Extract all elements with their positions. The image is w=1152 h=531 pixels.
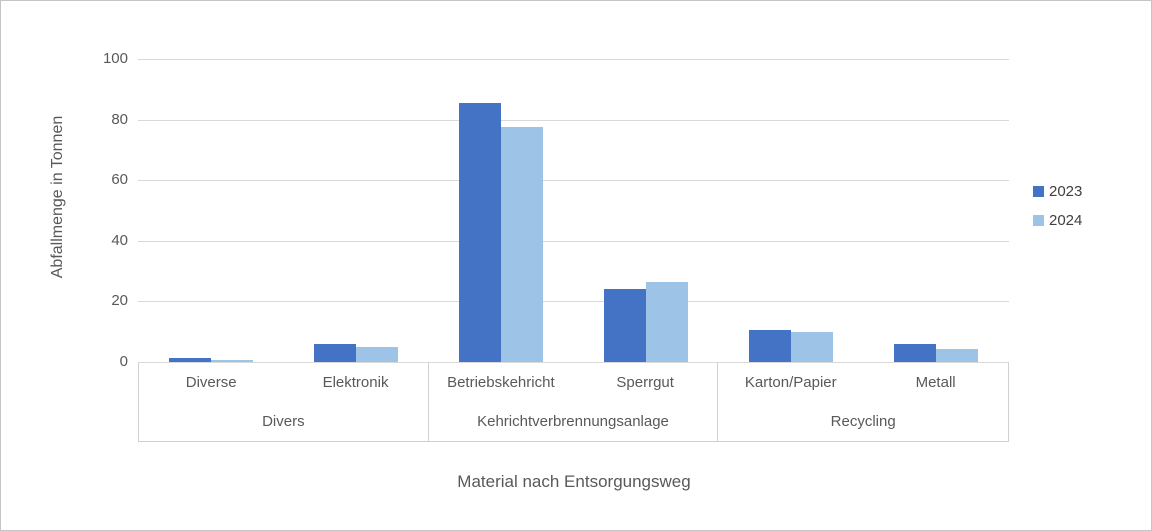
bar-sperrgut-2023 xyxy=(604,289,647,362)
gridline-80 xyxy=(138,119,1009,121)
category-label-betriebskehricht: Betriebskehricht xyxy=(447,374,555,392)
bar-sperrgut-2024 xyxy=(646,281,689,362)
category-label-row: Karton/Papier Metall xyxy=(718,363,1008,403)
bar-elektronik-2023 xyxy=(313,343,356,362)
category-axis: Diverse Elektronik Divers Betriebskehricht S… xyxy=(138,362,1009,442)
bar-karton-papier-2024 xyxy=(791,331,834,362)
group-label-recycling: Recycling xyxy=(830,413,896,431)
category-label-elektronik: Elektronik xyxy=(322,374,389,392)
y-tick-40: 40 xyxy=(111,231,128,249)
bar-betriebskehricht-2023 xyxy=(458,102,501,362)
bar-group-metall xyxy=(864,59,1009,362)
bar-diverse-2024 xyxy=(210,359,253,362)
bar-group-diverse xyxy=(138,59,283,362)
group-label-kehrichtverbrennungsanlage: Kehrichtverbrennungsanlage xyxy=(477,413,669,431)
bar-metall-2024 xyxy=(936,349,979,362)
bar-diverse-2023 xyxy=(168,358,211,362)
bar-group-betriebskehricht xyxy=(428,59,573,362)
gridline-20 xyxy=(138,301,1009,303)
category-label-diverse: Diverse xyxy=(185,374,237,392)
legend-item-2024: 2024 xyxy=(1033,213,1082,228)
gridline-60 xyxy=(138,180,1009,182)
bar-metall-2023 xyxy=(894,343,937,362)
legend-swatch-icon xyxy=(1033,186,1044,197)
axis-group-kehrichtverbrennungsanlage: Betriebskehricht Sperrgut Kehrichtverbrenn… xyxy=(429,363,719,441)
category-label-metall: Metall xyxy=(915,374,956,392)
legend-label-2024: 2024 xyxy=(1049,212,1083,229)
y-tick-0: 0 xyxy=(119,353,128,370)
bar-group-karton-papier xyxy=(719,59,864,362)
gridline-100 xyxy=(138,59,1009,60)
legend-label-2023: 2023 xyxy=(1049,183,1083,200)
gridline-40 xyxy=(138,240,1009,242)
bar-karton-papier-2023 xyxy=(749,330,792,362)
y-axis-title: Abfallmenge in Tonnen xyxy=(49,115,66,279)
legend-swatch-icon xyxy=(1033,215,1044,226)
bar-betriebskehricht-2024 xyxy=(500,127,543,362)
axis-group-divers: Diverse Elektronik Divers xyxy=(139,363,429,441)
category-label-row: Betriebskehricht Sperrgut xyxy=(429,363,718,403)
axis-group-recycling: Karton/Papier Metall Recycling xyxy=(718,363,1008,441)
bar-elektronik-2024 xyxy=(355,346,398,362)
y-tick-80: 80 xyxy=(111,110,128,128)
y-tick-20: 20 xyxy=(111,292,128,310)
category-label-row: Diverse Elektronik xyxy=(139,363,428,403)
y-tick-100: 100 xyxy=(102,50,128,67)
plot-area xyxy=(138,59,1009,362)
category-label-karton-papier: Karton/Papier xyxy=(744,374,837,392)
legend-item-2023: 2023 xyxy=(1033,184,1082,199)
category-label-sperrgut: Sperrgut xyxy=(616,374,674,392)
bar-group-sperrgut xyxy=(574,59,719,362)
bar-group-elektronik xyxy=(283,59,428,362)
y-tick-60: 60 xyxy=(111,171,128,189)
group-label-divers: Divers xyxy=(262,413,305,431)
x-axis-title: Material nach Entsorgungsweg xyxy=(457,472,691,491)
legend: 2023 2024 xyxy=(1033,184,1082,228)
